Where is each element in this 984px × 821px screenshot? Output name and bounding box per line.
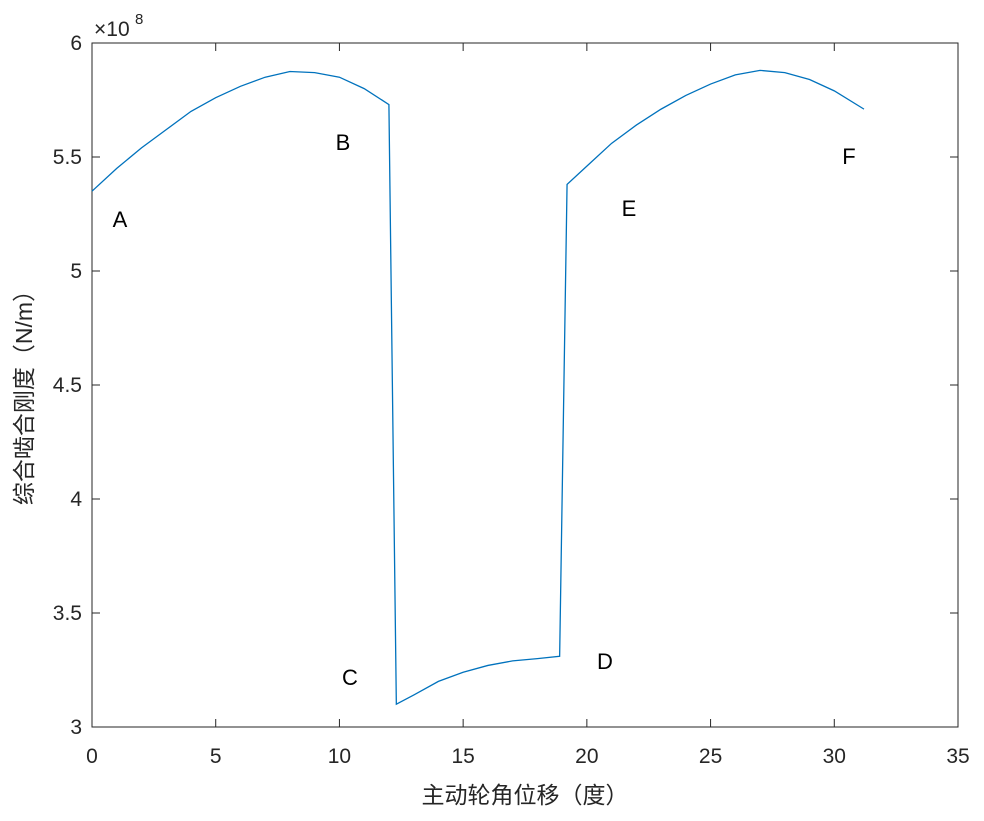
y-tick-label: 5.5 <box>53 146 82 169</box>
line-series <box>91 69 865 706</box>
y-tick-label: 6 <box>70 32 82 55</box>
x-tick-label: 20 <box>575 745 598 768</box>
plot-area <box>91 42 959 728</box>
x-tick-label: 5 <box>210 745 222 768</box>
y-multiplier: ×10 <box>94 18 130 41</box>
y-tick-label: 3.5 <box>53 602 82 625</box>
x-tick-label: 10 <box>328 745 351 768</box>
x-tick-label: 25 <box>699 745 722 768</box>
y-tick-label: 4 <box>70 488 82 511</box>
annotation: C <box>342 665 358 690</box>
y-tick-label: 3 <box>70 716 82 739</box>
y-tick-label: 4.5 <box>53 374 82 397</box>
annotation: F <box>842 144 855 169</box>
annotation: A <box>113 207 128 232</box>
y-axis-label: 综合啮合刚度（N/m） <box>11 279 37 505</box>
x-tick-label: 35 <box>946 745 969 768</box>
annotation: B <box>336 130 351 155</box>
y-multiplier-exponent: 8 <box>135 11 143 28</box>
x-tick-label: 0 <box>86 745 98 768</box>
x-tick-label: 15 <box>451 745 474 768</box>
y-tick-label: 5 <box>70 260 82 283</box>
annotation: D <box>597 649 613 674</box>
x-tick-label: 30 <box>823 745 846 768</box>
annotation: E <box>622 196 637 221</box>
x-axis-label: 主动轮角位移（度） <box>422 782 629 808</box>
